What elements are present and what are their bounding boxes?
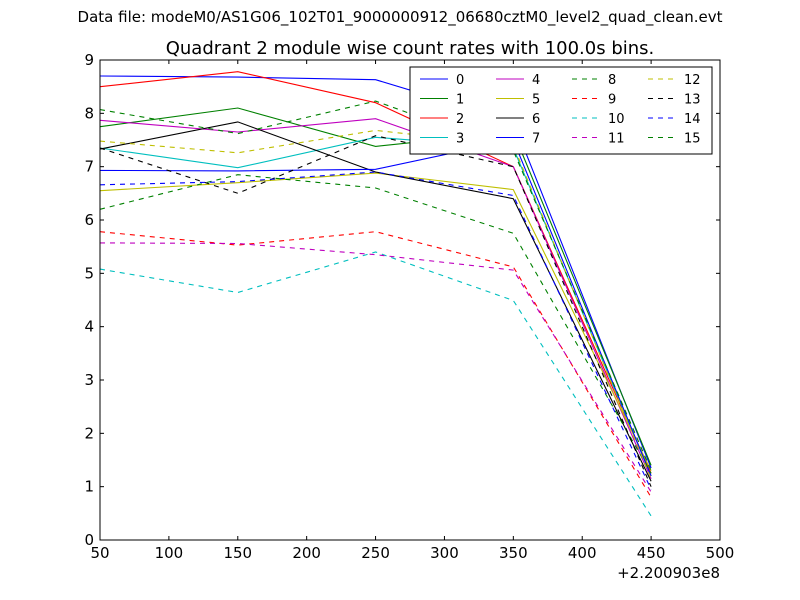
legend-box bbox=[409, 66, 713, 155]
series-line-7 bbox=[99, 139, 652, 477]
x-tick-label: 350 bbox=[499, 544, 528, 562]
legend-label-1: 1 bbox=[456, 93, 464, 108]
series-line-1 bbox=[99, 107, 652, 466]
legend-label-8: 8 bbox=[608, 73, 616, 88]
y-tick-label: 0 bbox=[84, 531, 94, 549]
series-line-12 bbox=[99, 129, 652, 479]
y-tick-label: 7 bbox=[84, 158, 94, 176]
legend-label-7: 7 bbox=[532, 132, 540, 147]
y-tick-label: 1 bbox=[84, 478, 94, 496]
legend-label-0: 0 bbox=[456, 73, 464, 88]
x-tick-label: 450 bbox=[637, 544, 666, 562]
y-tick-label: 4 bbox=[84, 318, 94, 336]
y-tick-label: 9 bbox=[84, 51, 94, 69]
legend-label-2: 2 bbox=[456, 112, 464, 127]
x-tick-label: 300 bbox=[430, 544, 459, 562]
series-layer bbox=[99, 71, 652, 517]
y-tick-label: 3 bbox=[84, 371, 94, 389]
legend-label-15: 15 bbox=[684, 132, 701, 147]
x-tick-label: 250 bbox=[361, 544, 390, 562]
x-tick-label: 500 bbox=[706, 544, 735, 562]
y-tick-label: 6 bbox=[84, 211, 94, 229]
plot-frame bbox=[99, 59, 721, 541]
x-tick-label: 150 bbox=[223, 544, 252, 562]
x-tick-label: 200 bbox=[292, 544, 321, 562]
chart-title: Quadrant 2 module wise count rates with … bbox=[166, 38, 655, 59]
series-line-14 bbox=[99, 171, 652, 490]
legend-label-13: 13 bbox=[684, 93, 701, 108]
legend-label-12: 12 bbox=[684, 73, 701, 88]
figure-suptitle: Data file: modeM0/AS1G06_102T01_90000009… bbox=[77, 8, 723, 26]
legend-label-14: 14 bbox=[684, 112, 701, 127]
legend-label-10: 10 bbox=[608, 112, 625, 127]
y-tick-label: 8 bbox=[84, 104, 94, 122]
legend-label-5: 5 bbox=[532, 93, 540, 108]
legend-label-4: 4 bbox=[532, 73, 540, 88]
x-tick-label: 50 bbox=[90, 544, 109, 562]
series-line-15 bbox=[99, 100, 652, 471]
legend-label-6: 6 bbox=[532, 112, 540, 127]
legend-label-9: 9 bbox=[608, 93, 616, 108]
y-tick-label: 5 bbox=[84, 264, 94, 282]
series-line-5 bbox=[99, 172, 652, 471]
series-line-13 bbox=[99, 135, 652, 487]
legend-label-3: 3 bbox=[456, 132, 464, 147]
series-line-2 bbox=[99, 71, 652, 474]
series-line-10 bbox=[99, 251, 652, 517]
series-line-4 bbox=[99, 118, 652, 479]
series-line-8 bbox=[99, 174, 652, 474]
x-tick-label: 400 bbox=[568, 544, 597, 562]
x-tick-label: 100 bbox=[155, 544, 184, 562]
series-line-11 bbox=[99, 242, 652, 493]
series-line-9 bbox=[99, 231, 652, 498]
y-tick-label: 2 bbox=[84, 424, 94, 442]
legend-label-11: 11 bbox=[608, 132, 625, 147]
x-offset-label: +2.200903e8 bbox=[617, 564, 720, 582]
